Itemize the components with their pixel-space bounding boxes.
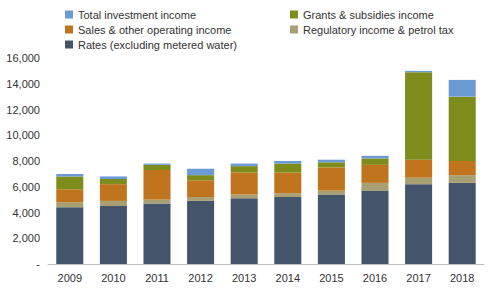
- svg-text:12,000: 12,000: [6, 104, 40, 116]
- svg-text:14,000: 14,000: [6, 78, 40, 90]
- svg-text:8,000: 8,000: [12, 155, 40, 167]
- svg-text:Total investment income: Total investment income: [78, 9, 196, 21]
- svg-text:2009: 2009: [58, 272, 82, 284]
- svg-text:2015: 2015: [319, 272, 343, 284]
- svg-text:10,000: 10,000: [6, 129, 40, 141]
- svg-text:Sales & other operating income: Sales & other operating income: [78, 24, 231, 36]
- svg-text:2010: 2010: [101, 272, 125, 284]
- svg-text:4,000: 4,000: [12, 207, 40, 219]
- svg-text:2011: 2011: [145, 272, 169, 284]
- svg-text:2018: 2018: [450, 272, 474, 284]
- svg-text:2017: 2017: [406, 272, 430, 284]
- svg-text:2,000: 2,000: [12, 232, 40, 244]
- svg-text:Grants & subsidies income: Grants & subsidies income: [303, 9, 434, 21]
- svg-text:16,000: 16,000: [6, 52, 40, 64]
- svg-text:2013: 2013: [232, 272, 256, 284]
- svg-text:2016: 2016: [363, 272, 387, 284]
- svg-text:Rates (excluding metered water: Rates (excluding metered water): [78, 39, 237, 51]
- svg-text:2012: 2012: [188, 272, 212, 284]
- svg-text:2014: 2014: [276, 272, 300, 284]
- svg-text:-: -: [36, 258, 40, 270]
- svg-text:Regulatory income & petrol tax: Regulatory income & petrol tax: [303, 24, 454, 36]
- svg-text:6,000: 6,000: [12, 181, 40, 193]
